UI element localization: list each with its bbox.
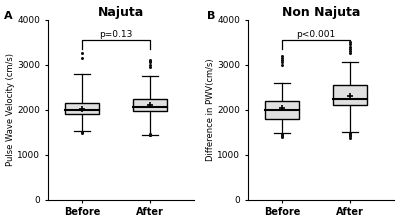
Title: Non Najuta: Non Najuta (282, 6, 360, 19)
Text: B: B (207, 11, 215, 21)
Text: p=0.13: p=0.13 (100, 30, 133, 39)
Bar (133, 99, 167, 111)
Y-axis label: Pulse Wave Velocity (cm/s): Pulse Wave Velocity (cm/s) (6, 53, 14, 166)
Bar (333, 85, 367, 105)
Text: p<0.001: p<0.001 (296, 30, 336, 39)
Bar (265, 101, 299, 119)
Text: A: A (4, 11, 13, 21)
Bar (65, 103, 99, 114)
Title: Najuta: Najuta (98, 6, 144, 19)
Y-axis label: Difference in PWV(cm/s): Difference in PWV(cm/s) (206, 58, 214, 161)
